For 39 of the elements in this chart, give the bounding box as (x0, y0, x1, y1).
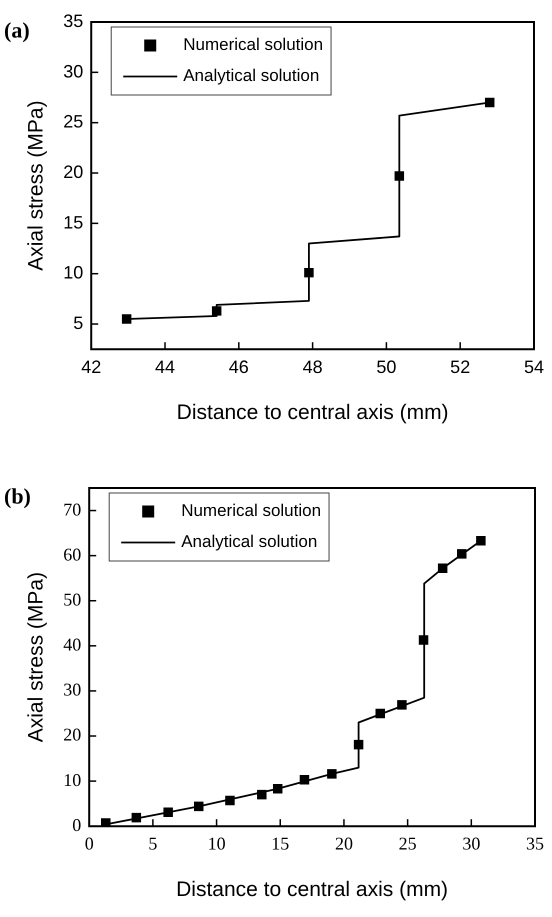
x-tick-label: 20 (334, 834, 353, 854)
y-axis-title: Axial stress (MPa) (24, 572, 48, 742)
legend-label: Numerical solution (183, 35, 324, 54)
y-axis-title: Axial stress (MPa) (24, 100, 48, 271)
y-tick-label: 10 (63, 770, 82, 790)
y-tick-label: 10 (63, 262, 84, 283)
chart-title: (a) (4, 18, 30, 43)
chart-title: (b) (4, 484, 31, 509)
y-tick-label: 25 (63, 112, 84, 132)
y-tick-label: 40 (63, 634, 82, 655)
x-axis-title: Distance to central axis (mm) (176, 878, 448, 902)
y-tick-label: 15 (63, 212, 84, 232)
x-tick-label: 54 (524, 356, 544, 377)
y-tick-label: 35 (63, 10, 84, 31)
x-tick-label: 48 (302, 356, 323, 377)
y-tick-label: 0 (72, 814, 82, 835)
y-tick-label: 30 (63, 61, 84, 82)
x-tick-label: 5 (148, 834, 158, 854)
x-tick-label: 50 (376, 356, 396, 377)
x-tick-label: 46 (228, 356, 249, 377)
x-tick-label: 10 (208, 834, 226, 854)
x-tick-label: 30 (462, 834, 480, 854)
y-tick-label: 20 (63, 162, 84, 182)
legend-label: Numerical solution (181, 501, 322, 520)
y-tick-label: 20 (63, 724, 82, 745)
legend-label: Analytical solution (183, 66, 320, 86)
x-tick-label: 52 (450, 356, 470, 377)
y-tick-label: 70 (63, 499, 82, 520)
x-tick-label: 44 (155, 356, 176, 377)
y-tick-label: 50 (63, 589, 82, 610)
x-tick-label: 42 (81, 356, 102, 377)
x-axis-title: Distance to central axis (mm) (176, 401, 449, 424)
x-tick-label: 35 (526, 834, 544, 854)
y-tick-label: 60 (63, 544, 82, 564)
y-tick-label: 30 (63, 680, 82, 700)
legend-label: Analytical solution (181, 532, 318, 552)
y-tick-label: 5 (73, 313, 84, 333)
x-tick-label: 15 (271, 834, 290, 854)
x-tick-label: 25 (398, 834, 417, 854)
